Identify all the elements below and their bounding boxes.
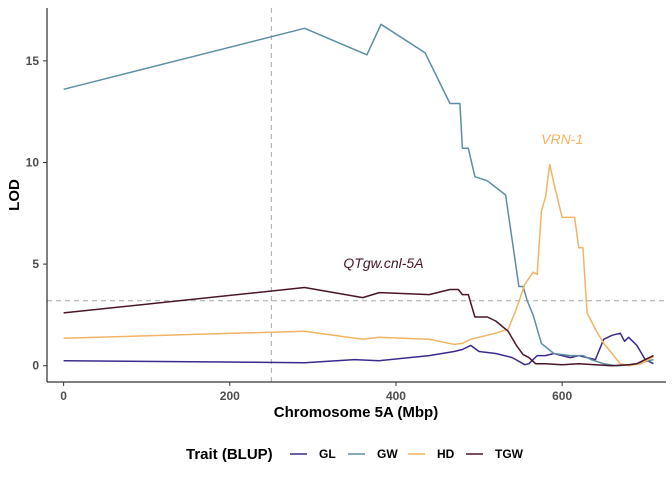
x-tick-label: 400	[386, 389, 406, 403]
legend-label-tgw: TGW	[495, 447, 524, 461]
axes: 0 200 400 600 0 5 10 15	[26, 8, 666, 403]
y-axis-title: LOD	[6, 179, 23, 211]
legend-label-gw: GW	[377, 447, 398, 461]
plot-area: QTgw.cnl-5A VRN-1	[47, 8, 666, 382]
y-tick-label: 10	[26, 155, 40, 169]
y-tick-label: 5	[32, 257, 39, 271]
series-line-hd	[63, 163, 654, 367]
x-tick-label: 600	[552, 389, 572, 403]
x-tick-label: 200	[220, 389, 240, 403]
annotation-label: VRN-1	[541, 131, 583, 147]
legend-title: Trait (BLUP)	[186, 446, 273, 463]
y-tick-label: 15	[26, 54, 40, 68]
legend-label-hd: HD	[437, 447, 455, 461]
legend: Trait (BLUP) GL GW HD TGW	[186, 446, 524, 463]
x-axis-title: Chromosome 5A (Mbp)	[274, 404, 438, 421]
y-tick-label: 0	[32, 359, 39, 373]
annotation-label: QTgw.cnl-5A	[343, 255, 423, 271]
series-line-gw	[63, 23, 654, 367]
series-line-gl	[63, 332, 654, 366]
series-line-tgw	[63, 286, 654, 367]
legend-label-gl: GL	[319, 447, 336, 461]
x-tick-label: 0	[60, 389, 67, 403]
